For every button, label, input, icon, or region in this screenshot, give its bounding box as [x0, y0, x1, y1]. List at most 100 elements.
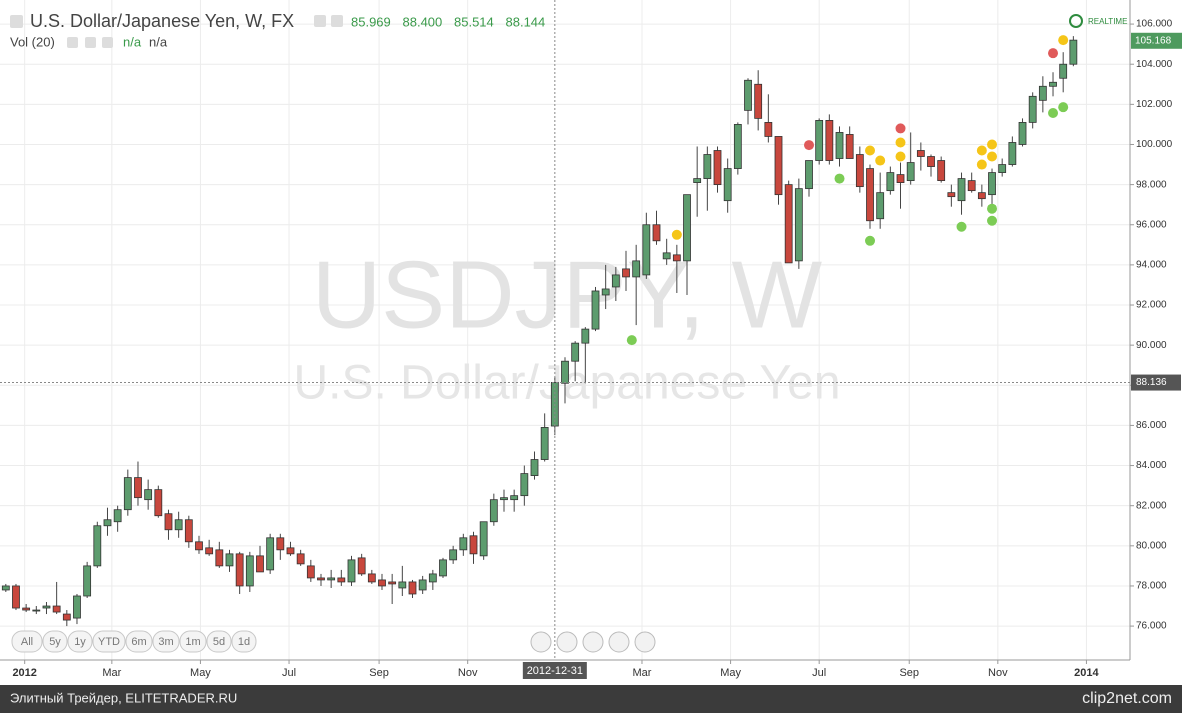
- candle-body: [500, 497, 508, 501]
- candle-body: [805, 160, 813, 190]
- close-icon[interactable]: [331, 15, 343, 27]
- candle-body: [73, 595, 81, 619]
- candle-body: [469, 535, 478, 555]
- ohlc-value: 88.400: [403, 14, 443, 29]
- range-button-label[interactable]: 6m: [131, 636, 146, 648]
- candle-body: [398, 581, 407, 589]
- y-tick-label: 90.000: [1136, 340, 1167, 351]
- nav-right[interactable]: [634, 631, 656, 653]
- candle-body: [83, 565, 92, 597]
- signal-dot: [865, 145, 876, 156]
- candle-body: [378, 579, 386, 587]
- range-button[interactable]: [67, 630, 93, 653]
- range-button-label[interactable]: 3m: [158, 636, 173, 648]
- candle-body: [52, 605, 61, 613]
- indicator-label: Vol (20): [10, 34, 55, 49]
- indicator-icon[interactable]: [102, 37, 113, 48]
- candle-body: [855, 154, 864, 188]
- settings-icon[interactable]: [314, 15, 326, 27]
- candle-body: [733, 124, 742, 169]
- candle-body: [825, 120, 834, 161]
- range-button[interactable]: [11, 630, 43, 653]
- candle-body: [22, 607, 31, 611]
- indicator-icon[interactable]: [67, 37, 78, 48]
- y-tick-label: 100.000: [1136, 139, 1173, 150]
- crosshair-date: 2012-12-31: [527, 665, 583, 677]
- y-tick-label: 80.000: [1136, 540, 1167, 551]
- candle-body: [896, 174, 905, 184]
- signal-dot: [956, 221, 967, 232]
- range-button-label[interactable]: 1y: [74, 636, 86, 648]
- ohlc-value: 85.514: [454, 14, 494, 29]
- range-button-label[interactable]: 5d: [213, 636, 225, 648]
- y-tick-label: 82.000: [1136, 500, 1167, 511]
- signal-dot: [1058, 102, 1069, 113]
- ohlc-value: 85.969: [351, 14, 391, 29]
- candle-body: [794, 188, 803, 262]
- candle-body: [479, 521, 488, 557]
- candle-body: [540, 427, 549, 460]
- candle-body: [571, 342, 580, 362]
- candle-body: [927, 156, 935, 167]
- range-button[interactable]: [152, 630, 180, 653]
- candle-body: [103, 519, 112, 527]
- zoom-out[interactable]: [556, 631, 578, 653]
- realtime-icon: [1069, 14, 1083, 28]
- range-button[interactable]: [179, 630, 207, 653]
- candle-body: [459, 537, 468, 551]
- candle-body: [601, 288, 610, 296]
- range-button[interactable]: [42, 630, 68, 653]
- candle-body: [886, 172, 895, 192]
- candle-body: [449, 549, 458, 561]
- candle-body: [632, 260, 641, 278]
- star-icon[interactable]: [10, 15, 23, 28]
- candle-body: [428, 573, 437, 583]
- zoom-in[interactable]: [608, 631, 630, 653]
- candle-body: [977, 192, 986, 200]
- candle-body: [611, 274, 620, 288]
- candle-body: [581, 328, 590, 344]
- candle-body: [286, 547, 295, 555]
- y-tick-label: 94.000: [1136, 260, 1167, 271]
- signal-dot: [895, 151, 906, 162]
- candle-body: [439, 559, 447, 577]
- range-button-label[interactable]: 1d: [238, 636, 250, 648]
- range-button[interactable]: [206, 630, 232, 653]
- candle-body: [561, 360, 569, 384]
- x-tick-label: 2014: [1074, 667, 1099, 679]
- range-buttons: All 5y 1y YTD 6m 3m 1m 5d 1d: [11, 630, 257, 653]
- reset[interactable]: [582, 631, 604, 653]
- x-tick-label: Jul: [812, 667, 826, 679]
- candle-body: [296, 553, 305, 565]
- range-button[interactable]: [231, 630, 257, 653]
- signal-dot: [976, 159, 987, 170]
- range-button[interactable]: [125, 630, 153, 653]
- crosshair-price-box: [1131, 374, 1181, 391]
- candle-body: [672, 254, 681, 262]
- candle-body: [225, 553, 234, 567]
- candle-body: [367, 573, 376, 583]
- candle-body: [1059, 63, 1068, 79]
- candle-body: [683, 194, 691, 262]
- candle-body: [1038, 85, 1047, 101]
- range-button-label[interactable]: 1m: [185, 636, 200, 648]
- ohlc-header: 85.969 88.400 85.514 88.144: [351, 14, 545, 29]
- candle-body: [337, 577, 346, 583]
- candle-body: [32, 609, 41, 612]
- x-tick-label: Sep: [899, 667, 919, 679]
- indicator-value: n/a: [123, 34, 142, 49]
- nav-left[interactable]: [530, 631, 552, 653]
- range-button-label[interactable]: All: [21, 636, 33, 648]
- range-button[interactable]: [92, 630, 126, 653]
- x-tick-label: May: [720, 667, 741, 679]
- ohlc-value: 88.144: [506, 14, 546, 29]
- y-tick-label: 102.000: [1136, 99, 1173, 110]
- y-tick-label: 104.000: [1136, 59, 1173, 70]
- candle-body: [845, 134, 854, 159]
- indicator-icon[interactable]: [85, 37, 96, 48]
- range-button-label[interactable]: 5y: [49, 636, 61, 648]
- signal-dot: [987, 203, 998, 214]
- range-button-label[interactable]: YTD: [98, 636, 120, 648]
